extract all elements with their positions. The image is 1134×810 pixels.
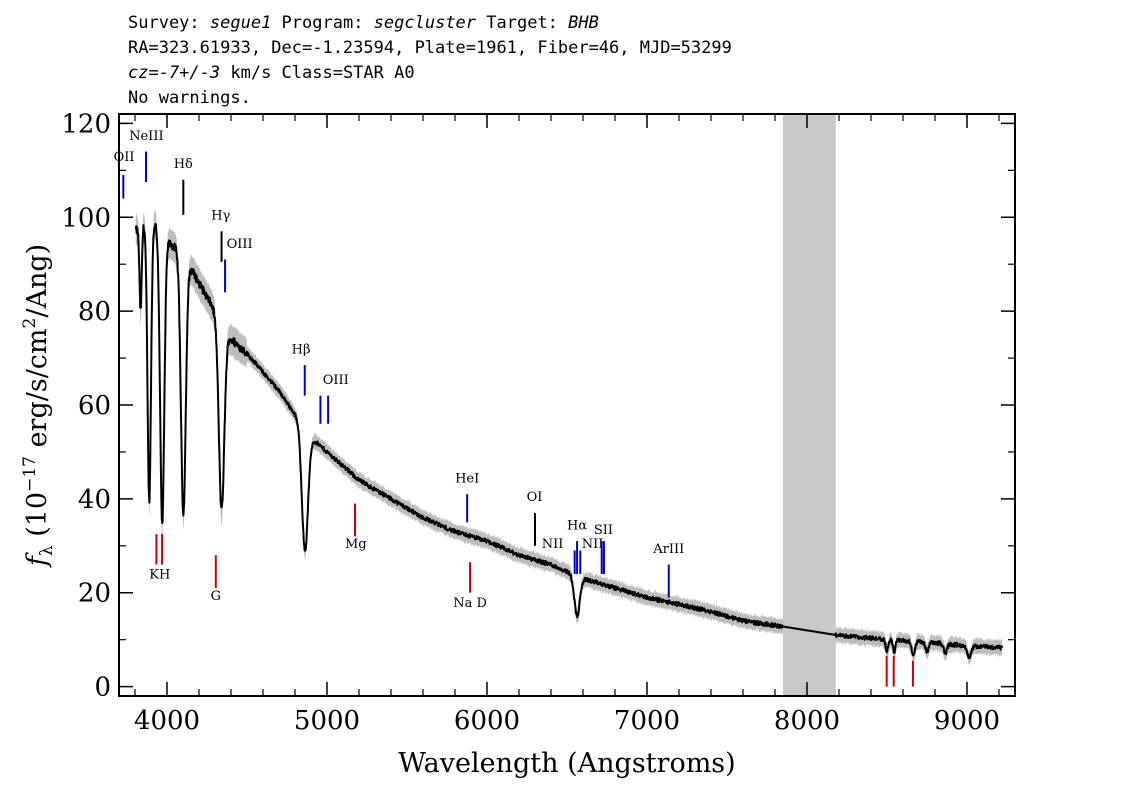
emission-line-label-3: Hγ bbox=[211, 209, 230, 224]
emission-line-label-1: NeIII bbox=[129, 129, 163, 144]
y-tick-label-0: 0 bbox=[94, 673, 111, 703]
program-value: segcluster bbox=[373, 13, 477, 33]
emission-line-label-4: OIII bbox=[227, 237, 253, 252]
cz-value: cz=-7+/-3 bbox=[128, 63, 221, 83]
y-axis-label-unit-c: /Ang) bbox=[22, 244, 53, 318]
y-axis-label-f: f bbox=[22, 552, 53, 568]
absorption-line-label-2: G bbox=[211, 589, 221, 604]
y-tick-label-3: 60 bbox=[78, 391, 111, 421]
emission-line-label-5: Hβ bbox=[292, 342, 311, 357]
x-tick-label-4: 8000 bbox=[774, 706, 840, 736]
emission-line-label-12: NII bbox=[582, 537, 604, 552]
emission-line-label-8: HeI bbox=[455, 471, 479, 486]
y-axis-label-unit-b: erg/s/cm bbox=[22, 328, 53, 456]
x-tick-label-1: 5000 bbox=[294, 706, 360, 736]
class-text: km/s Class=STAR A0 bbox=[220, 63, 415, 83]
spectrum-layer bbox=[134, 223, 1004, 660]
x-tick-label-0: 4000 bbox=[134, 706, 200, 736]
target-value: BHB bbox=[568, 13, 599, 33]
error-band bbox=[135, 210, 1003, 666]
x-tick-label-5: 9000 bbox=[934, 706, 1000, 736]
emission-line-label-6: OIII bbox=[323, 373, 349, 388]
emission-line-label-15: ArIII bbox=[652, 542, 684, 557]
y-tick-label-5: 100 bbox=[61, 203, 111, 233]
plot-frame bbox=[118, 113, 1016, 697]
absorption-line-label-0: KH bbox=[149, 568, 170, 583]
y-axis-label-exp: −17 bbox=[20, 456, 40, 492]
emission-line-label-2: Hδ bbox=[174, 157, 193, 172]
absorption-line-label-3: Mg bbox=[345, 537, 367, 552]
spectrum-line bbox=[134, 223, 1004, 660]
x-tick-label-2: 6000 bbox=[454, 706, 520, 736]
masked-wavelength-region bbox=[783, 114, 836, 696]
absorption-line-label-4: Na D bbox=[453, 596, 487, 611]
y-axis-label-lambda: λ bbox=[37, 545, 57, 556]
header-line-redshift: cz=-7+/-3 km/s Class=STAR A0 bbox=[128, 63, 415, 83]
target-label: Target: bbox=[476, 13, 569, 33]
x-tick-label-3: 7000 bbox=[614, 706, 680, 736]
survey-label: Survey: bbox=[128, 13, 210, 33]
emission-line-label-10: NII bbox=[542, 537, 564, 552]
y-axis-label-unit-a: (10 bbox=[22, 492, 53, 545]
program-label: Program: bbox=[271, 13, 374, 33]
masked-region-layer bbox=[783, 114, 836, 696]
y-tick-label-1: 20 bbox=[78, 579, 111, 609]
header-line-warnings: No warnings. bbox=[128, 88, 251, 108]
error-band-layer bbox=[135, 210, 1003, 666]
emission-line-label-0: OII bbox=[114, 150, 135, 165]
header-line-survey: Survey: segue1 Program: segcluster Targe… bbox=[128, 13, 599, 33]
x-axis-label: Wavelength (Angstroms) bbox=[398, 748, 735, 779]
y-tick-label-4: 80 bbox=[78, 297, 111, 327]
emission-line-label-11: Hα bbox=[567, 518, 587, 533]
axis-ticks-layer: 4000 5000 6000 7000 8000 9000 0 20 40 60 80 100 120 bbox=[61, 109, 1015, 736]
emission-line-label-13: SII bbox=[594, 523, 613, 538]
emission-line-label-9: OI bbox=[527, 490, 543, 505]
line-markers-layer: OIINeIIIHδHγOIIIHβOIIIHeIOINIIHαNIISIIAr… bbox=[114, 129, 914, 687]
y-axis-label: fλ (10−17 erg/s/cm2/Ang) bbox=[20, 244, 57, 568]
survey-value: segue1 bbox=[209, 13, 272, 33]
header-line-coordinates: RA=323.61933, Dec=-1.23594, Plate=1961, … bbox=[128, 38, 732, 58]
y-tick-label-6: 120 bbox=[61, 109, 111, 139]
y-tick-label-2: 40 bbox=[78, 485, 111, 515]
y-axis-label-sq: 2 bbox=[20, 318, 40, 329]
